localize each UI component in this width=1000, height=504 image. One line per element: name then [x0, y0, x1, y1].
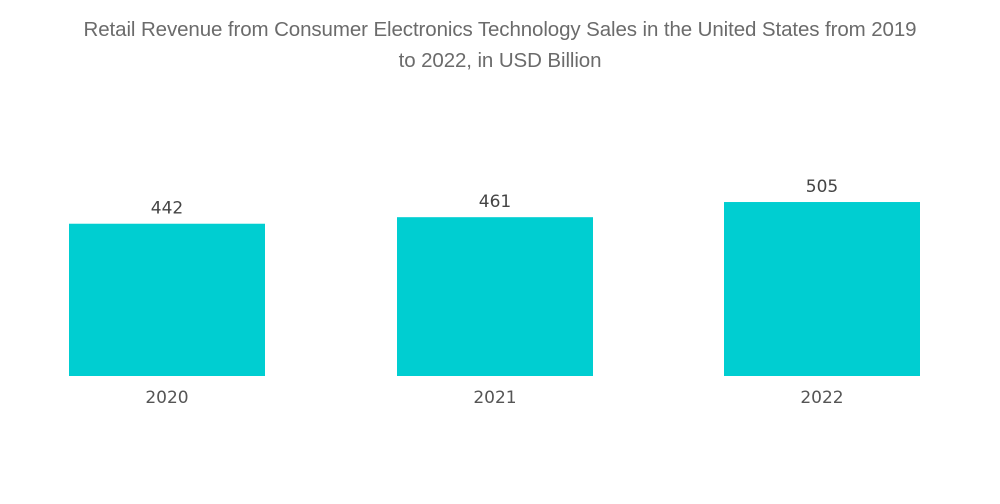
chart-title-line-1: Retail Revenue from Consumer Electronics… [83, 18, 917, 41]
bar-2021 [397, 217, 593, 376]
bar-2020 [69, 223, 265, 376]
chart-title: Retail Revenue from Consumer Electronics… [0, 14, 1000, 76]
x-tick-label-2020: 2020 [145, 388, 188, 408]
data-label-2020: 442 [151, 199, 183, 219]
data-label-2021: 461 [479, 192, 511, 212]
chart-title-line-2: to 2022, in USD Billion [398, 49, 602, 72]
x-tick-label-2021: 2021 [473, 388, 516, 408]
data-label-2022: 505 [806, 177, 838, 197]
x-tick-label-2022: 2022 [800, 388, 843, 408]
bar-2022 [724, 202, 920, 376]
